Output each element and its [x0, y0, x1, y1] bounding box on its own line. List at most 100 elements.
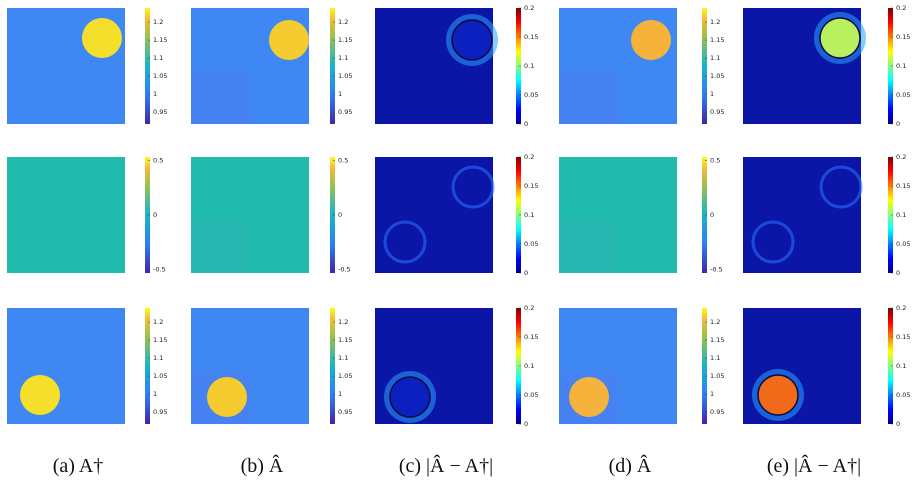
panel-image: [375, 157, 493, 273]
inclusion: [20, 375, 60, 415]
colorbar-tick-label: 1.2: [338, 318, 348, 326]
colorbar-tick-label: 1.15: [338, 336, 352, 344]
inclusion: [631, 20, 671, 60]
colorbar-tick-label: 1.05: [710, 372, 724, 380]
colorbar-tick-label: 0.15: [896, 333, 910, 341]
colorbar-tick-label: 1.1: [338, 54, 348, 62]
colorbar-tick-label: 0: [524, 269, 528, 277]
colorbar-tick-label: 1.15: [153, 36, 167, 44]
colorbar-tick-label: 0.1: [896, 362, 906, 370]
colorbar-tick-label: 0.2: [524, 4, 534, 12]
colorbar-tick-label: 0.05: [524, 391, 538, 399]
colorbar-tick-label: 0: [896, 420, 900, 428]
panel-image: [7, 157, 125, 273]
colorbar-tick-label: 1.1: [710, 354, 720, 362]
colorbar: [145, 157, 150, 273]
colorbar-tick-label: 0.2: [896, 153, 906, 161]
colorbar-tick-label: 0.2: [524, 153, 534, 161]
inclusion: [269, 20, 309, 60]
colorbar-tick-label: 0.05: [524, 91, 538, 99]
panel-shade: [191, 71, 250, 124]
colorbar-tick-label: 0.05: [896, 91, 910, 99]
colorbar: [888, 157, 893, 273]
colorbar: [330, 8, 335, 124]
colorbar-tick-label: 1.2: [710, 18, 720, 26]
panel-shade: [559, 71, 618, 124]
caption: (c) |Â − A†|: [399, 454, 493, 477]
error-ring: [757, 374, 799, 416]
colorbar-tick-label: 0.1: [524, 211, 534, 219]
colorbar-tick-label: 0.1: [524, 362, 534, 370]
error-ring: [451, 165, 495, 209]
colorbar-tick-label: 1.05: [338, 372, 352, 380]
colorbar-tick-label: 0.05: [896, 240, 910, 248]
colorbar: [702, 308, 707, 424]
inclusion: [569, 377, 609, 417]
error-ring: [383, 220, 427, 264]
colorbar-tick-label: 1.05: [710, 72, 724, 80]
colorbar-tick-label: 0.2: [896, 4, 906, 12]
error-fill: [390, 377, 430, 417]
colorbar-tick-label: 1.1: [710, 54, 720, 62]
colorbar: [702, 8, 707, 124]
panel-image: [743, 157, 861, 273]
colorbar-tick-label: 1: [338, 390, 342, 398]
colorbar-tick-label: 1: [710, 90, 714, 98]
colorbar-tick-label: 0.95: [710, 108, 724, 116]
colorbar: [888, 8, 893, 124]
colorbar-tick-label: 1.05: [153, 72, 167, 80]
colorbar-tick-label: 0.15: [524, 333, 538, 341]
colorbar-tick-label: 0: [896, 269, 900, 277]
colorbar-tick-label: 1.2: [338, 18, 348, 26]
panel-shade: [559, 220, 618, 273]
error-ring: [751, 220, 795, 264]
colorbar: [702, 157, 707, 273]
colorbar-tick-label: 0.5: [338, 156, 348, 164]
colorbar: [330, 308, 335, 424]
colorbar-tick-label: 0.1: [896, 211, 906, 219]
colorbar: [516, 308, 521, 424]
colorbar-tick-label: 0.2: [524, 304, 534, 312]
error-fill: [758, 375, 798, 415]
colorbar-tick-label: 1: [153, 390, 157, 398]
colorbar-tick-label: 0.95: [338, 408, 352, 416]
colorbar-tick-label: 1.2: [153, 18, 163, 26]
colorbar-tick-label: 0.1: [896, 62, 906, 70]
colorbar-tick-label: 0: [338, 211, 342, 219]
colorbar-tick-label: 0: [896, 120, 900, 128]
inclusion: [207, 377, 247, 417]
colorbar-tick-label: 0.15: [524, 182, 538, 190]
colorbar-tick-label: 0.1: [524, 62, 534, 70]
colorbar: [516, 8, 521, 124]
colorbar-tick-label: 0.5: [710, 156, 720, 164]
colorbar: [516, 157, 521, 273]
colorbar-tick-label: 0.15: [524, 33, 538, 41]
caption: (d) Â: [609, 454, 652, 477]
colorbar-tick-label: 1.15: [338, 36, 352, 44]
colorbar-tick-label: -0.5: [710, 266, 723, 274]
colorbar: [330, 157, 335, 273]
inclusion: [82, 18, 122, 58]
colorbar-tick-label: 1.2: [710, 318, 720, 326]
colorbar-tick-label: 0.95: [710, 408, 724, 416]
colorbar-tick-label: 1.15: [710, 36, 724, 44]
colorbar-tick-label: 0.95: [338, 108, 352, 116]
colorbar-tick-label: 0.2: [896, 304, 906, 312]
error-ring: [389, 376, 431, 418]
colorbar-tick-label: 1: [153, 90, 157, 98]
colorbar-tick-label: 1.1: [153, 54, 163, 62]
colorbar: [888, 308, 893, 424]
colorbar-tick-label: 1.15: [710, 336, 724, 344]
caption: (a) A†: [53, 455, 104, 477]
colorbar-tick-label: 1.05: [338, 72, 352, 80]
colorbar: [145, 308, 150, 424]
error-ring: [819, 165, 863, 209]
error-ring: [819, 17, 861, 59]
colorbar-tick-label: 1.1: [338, 354, 348, 362]
error-ring: [451, 19, 493, 61]
error-fill: [452, 20, 492, 60]
colorbar-tick-label: 1.2: [153, 318, 163, 326]
colorbar-tick-label: 1.15: [153, 336, 167, 344]
colorbar-tick-label: -0.5: [338, 266, 351, 274]
panel-shade: [191, 220, 250, 273]
